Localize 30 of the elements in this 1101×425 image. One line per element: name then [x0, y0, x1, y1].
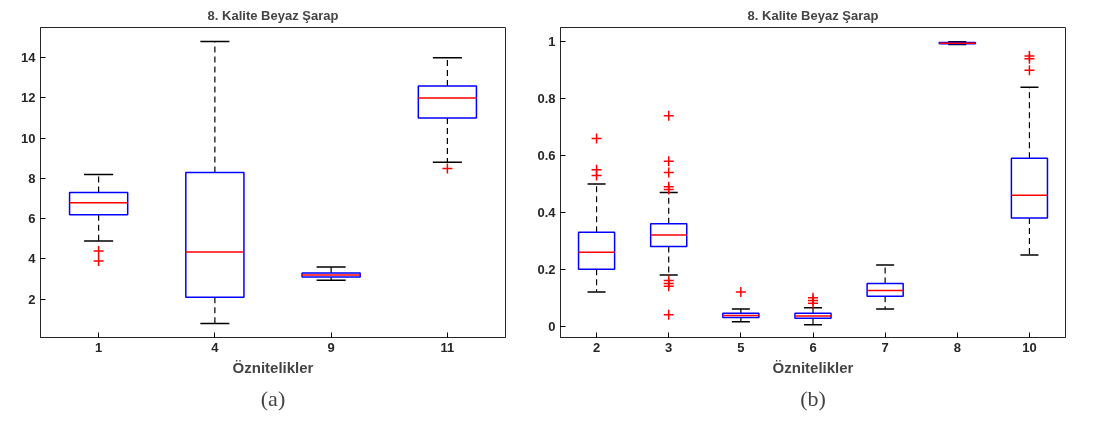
y-tick-label: 0.6: [537, 147, 556, 163]
x-tick-label: 6: [809, 339, 817, 355]
y-tick-label: 0.8: [537, 91, 556, 107]
y-tick-label: 14: [21, 50, 37, 66]
chart-title: 8. Kalite Beyaz Şarap: [747, 7, 879, 23]
y-tick-label: 0.4: [537, 204, 557, 220]
x-tick-label: 3: [665, 339, 673, 355]
text: (b): [800, 385, 826, 411]
y-tick-label: 6: [28, 211, 36, 227]
x-tick-label: 1: [95, 339, 103, 355]
x-tick-label: 10: [1022, 339, 1037, 355]
text: (a): [260, 385, 286, 411]
x-tick-label: 2: [592, 339, 601, 355]
x-axis-title: Öznitelikler: [772, 358, 854, 376]
x-tick-label: 8: [953, 339, 961, 355]
y-tick-label: 10: [21, 130, 36, 146]
y-tick-label: 12: [21, 90, 36, 106]
y-tick-label: 8: [28, 170, 36, 186]
y-tick-label: 2: [28, 291, 36, 307]
x-tick-label: 7: [881, 339, 889, 355]
y-tick-label: 0: [548, 318, 556, 334]
y-tick-label: 1: [548, 34, 556, 50]
x-tick-label: 11: [440, 339, 455, 355]
x-tick-label: 9: [327, 339, 335, 355]
x-tick-label: 5: [737, 339, 745, 355]
chart-title: 8. Kalite Beyaz Şarap: [207, 7, 339, 23]
y-tick-label: 4: [28, 251, 37, 267]
x-tick-label: 4: [211, 339, 220, 355]
x-axis-title: Öznitelikler: [232, 358, 314, 376]
y-tick-label: 0.2: [537, 261, 556, 277]
